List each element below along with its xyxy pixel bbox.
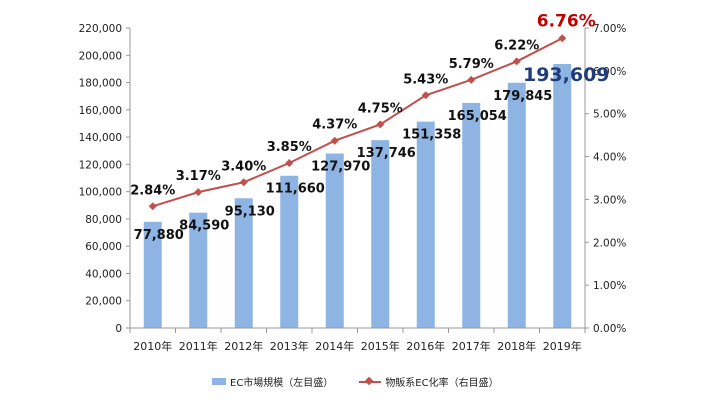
legend-item-bar: EC市場規模（左目盛） [212,374,333,389]
x-axis: 2010年 2011年 2012年 2013年 2014年 2015年 2016年 2017年… [129,327,586,353]
line-point [239,178,248,187]
legend-line-label: 物販系EC化率（右目盛） [385,378,499,389]
left-axis-tick-label: 200,000 [79,50,122,62]
bar-value-label: 111,660 [266,182,325,197]
bar-value-label: 95,130 [225,204,275,219]
bar [143,221,162,328]
bar-value-label: 127,970 [311,159,370,174]
line-value-label: 4.75% [358,101,403,116]
line-value-labels: 2.84%3.17%3.40%3.85%4.37%4.75%5.43%5.79%… [130,11,596,198]
line-value-label: 3.17% [176,169,221,184]
line-point [558,34,567,43]
line-point [285,159,294,167]
line-value-label: 4.37% [312,118,357,133]
x-axis-tick-label: 2017年 [452,339,491,353]
line-point [330,136,339,145]
bar [280,175,299,328]
line-value-label: 5.43% [403,72,448,87]
left-axis-tick-label: 60,000 [85,241,122,253]
legend: EC市場規模（左目盛） 物販系EC化率（右目盛） [212,374,499,389]
bar [189,212,208,328]
x-axis-tick-label: 2018年 [497,339,536,353]
bar [325,153,344,328]
legend-bar-label: EC市場規模（左目盛） [230,378,334,389]
x-axis-tick-label: 2013年 [270,339,309,353]
bar [507,82,526,328]
line-point [467,75,476,84]
left-axis-tick-label: 80,000 [85,214,122,226]
x-axis-tick-label: 2010年 [133,339,172,353]
line-value-label: 2.84% [130,183,175,198]
x-axis-tick-label: 2015年 [361,339,400,353]
left-axis: 0 20,000 40,000 60,000 80,000 100,000 120,000 1… [79,23,131,335]
x-axis-tick-label: 2011年 [179,339,218,353]
line-value-label: 6.22% [494,38,539,53]
left-axis-tick-label: 20,000 [85,296,122,308]
left-axis-tick-label: 220,000 [79,23,122,35]
right-axis-tick-label: 2.00% [593,237,626,249]
bar-value-label: 179,845 [493,89,552,104]
bar-value-label: 77,880 [134,228,184,243]
line-value-label: 3.40% [221,159,266,174]
right-axis: 0.00% 1.00% 2.00% 3.00% 4.00% 5.00% 6.00% 7.00% [584,23,626,335]
line-series [148,34,567,211]
right-axis-tick-label: 4.00% [593,152,626,164]
left-axis-tick-label: 120,000 [79,159,122,171]
left-axis-tick-label: 0 [115,323,122,335]
bar [371,140,390,328]
right-axis-tick-label: 5.00% [593,109,626,121]
bar-value-label: 151,358 [402,128,461,143]
bar [234,198,253,328]
left-axis-tick-label: 180,000 [79,78,122,90]
right-axis-tick-label: 6.00% [593,66,626,78]
line-value-label: 5.79% [449,57,494,72]
x-axis-tick-label: 2016年 [406,339,445,353]
right-axis-tick-label: 3.00% [593,194,626,206]
line-point [194,188,203,197]
line-value-label: 3.85% [267,140,312,155]
left-axis-tick-label: 100,000 [79,187,122,199]
bar [553,63,572,328]
legend-item-line: 物販系EC化率（右目盛） [359,374,499,389]
line-point [376,120,385,129]
bar-value-label: 137,746 [357,146,416,161]
line-value-label-highlight: 6.76% [537,11,596,31]
right-axis-tick-label: 0.00% [593,323,626,335]
right-axis-tick-label: 1.00% [593,280,626,292]
x-axis-tick-label: 2019年 [543,339,582,353]
x-axis-tick-label: 2014年 [315,339,354,353]
legend-line-swatch [359,377,382,386]
bar [462,102,481,328]
line-path [152,37,563,208]
left-axis-tick-label: 160,000 [79,105,122,117]
bar-value-label: 165,054 [448,109,507,124]
bar-value-label: 84,590 [179,219,229,234]
left-axis-tick-label: 140,000 [79,132,122,144]
right-axis-tick-label: 7.00% [593,23,626,35]
bar-value-label-highlight: 193,609 [523,64,610,86]
bar [416,121,435,329]
line-point [512,57,521,66]
line-point [421,91,430,100]
left-axis-tick-label: 40,000 [85,268,122,280]
legend-bar-swatch [212,378,226,385]
x-axis-tick-label: 2012年 [224,339,263,353]
bar-series [143,63,572,329]
line-point [148,202,157,211]
